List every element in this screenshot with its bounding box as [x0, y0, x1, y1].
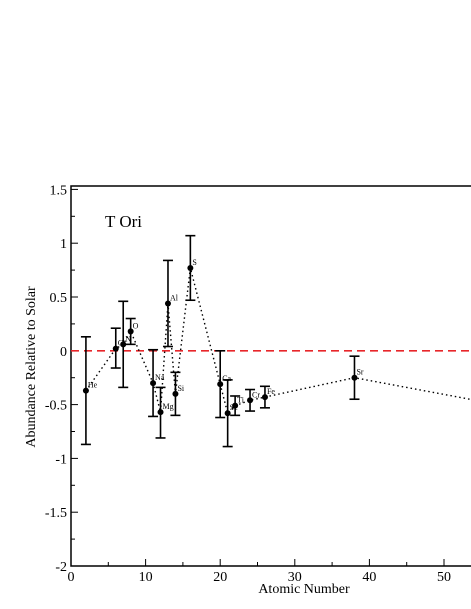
element-label: C — [118, 339, 123, 348]
x-tick-label: 50 — [437, 570, 451, 585]
element-label: Sr — [356, 368, 363, 377]
data-point — [112, 345, 119, 352]
element-label: S — [192, 258, 196, 267]
y-tick-label: 1.5 — [50, 183, 68, 198]
plot-frame — [70, 185, 471, 567]
element-label: Al — [170, 293, 179, 302]
y-axis-label: Abundance Relative to Solar — [24, 286, 39, 448]
data-point — [232, 402, 239, 409]
x-tick-label: 10 — [139, 570, 153, 585]
data-point — [351, 374, 358, 381]
y-tick-label: 1 — [60, 237, 67, 252]
data-point — [120, 341, 127, 348]
data-point — [247, 397, 254, 404]
data-point — [157, 409, 164, 416]
x-tick-label: 0 — [68, 570, 75, 585]
data-point — [261, 394, 268, 401]
element-label: Fe — [267, 387, 275, 396]
y-tick-label: -1 — [55, 452, 67, 467]
x-tick-label: 20 — [213, 570, 227, 585]
y-tick-label: 0.5 — [50, 291, 68, 306]
data-point — [150, 380, 157, 387]
data-point — [127, 328, 134, 335]
element-label: Ti — [237, 396, 245, 405]
element-label: Ca — [222, 374, 231, 383]
data-point — [224, 410, 231, 417]
chart-annotation: T Ori — [105, 212, 142, 231]
element-label: O — [133, 321, 139, 330]
data-marks: HeCNONaMgAlSiSCaScTiCrFeSr — [80, 234, 364, 448]
x-axis-label: Atomic Number — [258, 582, 350, 597]
data-point — [164, 300, 171, 307]
y-tick-label: -1.5 — [45, 506, 67, 521]
y-tick-label: -2 — [55, 560, 67, 575]
x-tick-label: 40 — [362, 570, 376, 585]
data-point — [172, 390, 179, 397]
y-tick-label: 0 — [60, 345, 67, 360]
element-label: Mg — [163, 402, 174, 411]
trend-line — [85, 267, 471, 415]
element-label: Cr — [252, 390, 260, 399]
plot-lines — [71, 267, 471, 415]
element-label: He — [88, 381, 98, 390]
data-point — [187, 264, 194, 271]
data-point — [217, 381, 224, 388]
element-label: Si — [177, 384, 184, 393]
data-point — [82, 387, 89, 394]
element-label: N — [125, 334, 131, 343]
x-tick-label: 30 — [288, 570, 302, 585]
y-tick-label: -0.5 — [45, 399, 67, 414]
element-label: Na — [155, 373, 165, 382]
axis-ticks: 0 10 20 30 40 50 1.5 1 0.5 0 -0.5 -1 -1.5 -2 — [45, 183, 451, 585]
